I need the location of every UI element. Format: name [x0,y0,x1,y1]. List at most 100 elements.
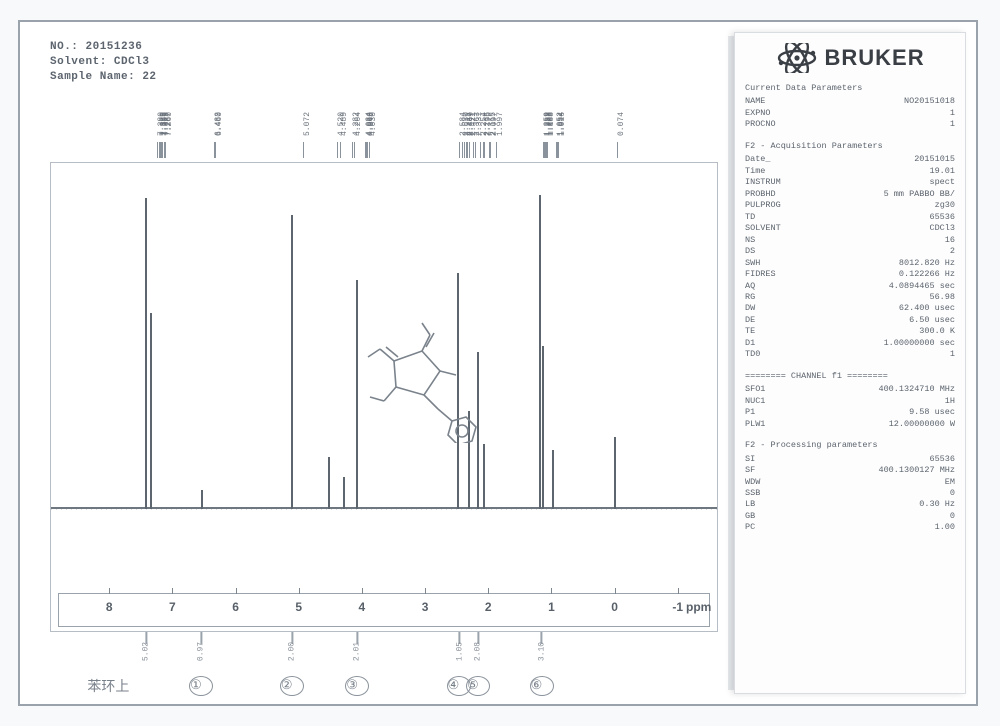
param-value: 6.50 usec [909,315,955,326]
param-section-title: F2 - Processing parameters [745,440,955,451]
peak-label: 1.997 [496,112,505,136]
bruker-logo: BRUKER [745,43,955,73]
nmr-peak [145,198,147,509]
param-row: SFO1 400.1324710 MHz [745,384,955,395]
peak-label: 4.264 [354,112,363,136]
peak-label-stem [215,142,216,158]
peak-label: 0.074 [617,112,626,136]
param-value: 4.0894465 sec [889,281,955,292]
param-key: Time [745,166,765,177]
param-key: PULPROG [745,200,781,211]
nmr-peak [483,444,485,510]
param-row: RG56.98 [745,292,955,303]
axis-tick-label: -1 [672,600,683,614]
param-row: PC1.00 [745,522,955,533]
param-row: WDWEM [745,477,955,488]
param-key: Date_ [745,154,771,165]
param-value: 5 mm PABBO BB/ [884,189,955,200]
peak-label: 6.460 [215,112,224,136]
peak-label: 4.489 [340,112,349,136]
param-value: 12.00000000 W [889,419,955,430]
axis-tick [109,588,110,594]
axis-tick-label: 7 [169,600,176,614]
param-value: CDCl3 [929,223,955,234]
peak-label-stem [303,142,304,158]
peak-label-stem [165,142,166,158]
param-key: SFO1 [745,384,765,395]
peak-label-stem [547,142,548,158]
param-value: 65536 [929,212,955,223]
peak-label: 5.072 [303,112,312,136]
param-key: LB [745,499,755,510]
param-row: TE300.0 K [745,326,955,337]
axis-tick-label: 2 [485,600,492,614]
param-value: 1.00 [935,522,955,533]
param-row: SI65536 [745,454,955,465]
param-row: PLW112.00000000 W [745,419,955,430]
axis-tick [236,588,237,594]
param-row: AQ4.0894465 sec [745,281,955,292]
param-row: GB0 [745,511,955,522]
param-row: Time19.01 [745,166,955,177]
nmr-peak [291,215,293,510]
param-value: 2 [950,246,955,257]
param-row: SSB0 [745,488,955,499]
param-row: SF400.1300127 MHz [745,465,955,476]
spectrum-header: NO.: 20151236 Solvent: CDCl3 Sample Name… [50,40,718,85]
param-row: FIDRES 0.122266 Hz [745,269,955,280]
param-section: Current Data ParametersNAMENO20151018EXP… [745,83,955,131]
handwritten-annotation: ⑥ [530,673,554,696]
handwritten-annotation: ⑤ [466,673,490,696]
peak-label-stem [369,142,370,158]
param-value: 1 [950,108,955,119]
header-no: NO.: 20151236 [50,40,718,55]
param-value: 1.00000000 sec [884,338,955,349]
param-row: DE6.50 usec [745,315,955,326]
nmr-peak [539,195,541,509]
param-key: SSB [745,488,760,499]
axis-unit: ppm [686,600,711,614]
integral-value: 2.00 [287,642,296,661]
integral-value: 2.08 [474,642,483,661]
integral-marker: 2.00 [282,632,301,664]
param-key: D1 [745,338,755,349]
x-axis: ppm 876543210-1 [58,593,711,627]
param-key: FIDRES [745,269,776,280]
param-value: 0.30 Hz [919,499,955,510]
param-section-title: F2 - Acquisition Parameters [745,141,955,152]
integrals-row: 5.020.972.002.011.052.083.10苯环上①②③④⑤⑥ [50,638,718,694]
param-value: 1 [950,119,955,130]
param-key: TD0 [745,349,760,360]
param-value: 8012.820 Hz [899,258,955,269]
param-row: SOLVENTCDCl3 [745,223,955,234]
param-value: 400.1324710 MHz [878,384,955,395]
axis-tick-label: 4 [359,600,366,614]
param-section: F2 - Acquisition Parameters Date_20151015… [745,141,955,361]
param-value: 65536 [929,454,955,465]
param-key: NS [745,235,755,246]
param-section-title: Current Data Parameters [745,83,955,94]
parameters-panel: BRUKER Current Data Parameters NAMENO2015… [728,22,976,704]
peak-label-stem [469,142,470,158]
handwritten-annotation: 苯环上 [87,676,129,696]
plot-area: ppm 876543210-1 [50,162,718,632]
param-key: P1 [745,407,755,418]
param-value: 62.400 usec [899,303,955,314]
param-row: NAMENO20151018 [745,96,955,107]
axis-tick [362,588,363,594]
nmr-peak [542,346,544,510]
peak-label-stem [354,142,355,158]
param-value: 0.122266 Hz [899,269,955,280]
axis-tick [678,588,679,594]
param-value: 300.0 K [919,326,955,337]
param-row: Date_20151015 [745,154,955,165]
peak-label-stem [490,142,491,158]
param-value: EM [945,477,955,488]
peak-label-stem [475,142,476,158]
param-value: 400.1300127 MHz [878,465,955,476]
peak-label-stem [340,142,341,158]
param-row: DW62.400 usec [745,303,955,314]
peak-label: 1.188 [547,112,556,136]
peak-label-stem [484,142,485,158]
axis-tick-label: 6 [232,600,239,614]
